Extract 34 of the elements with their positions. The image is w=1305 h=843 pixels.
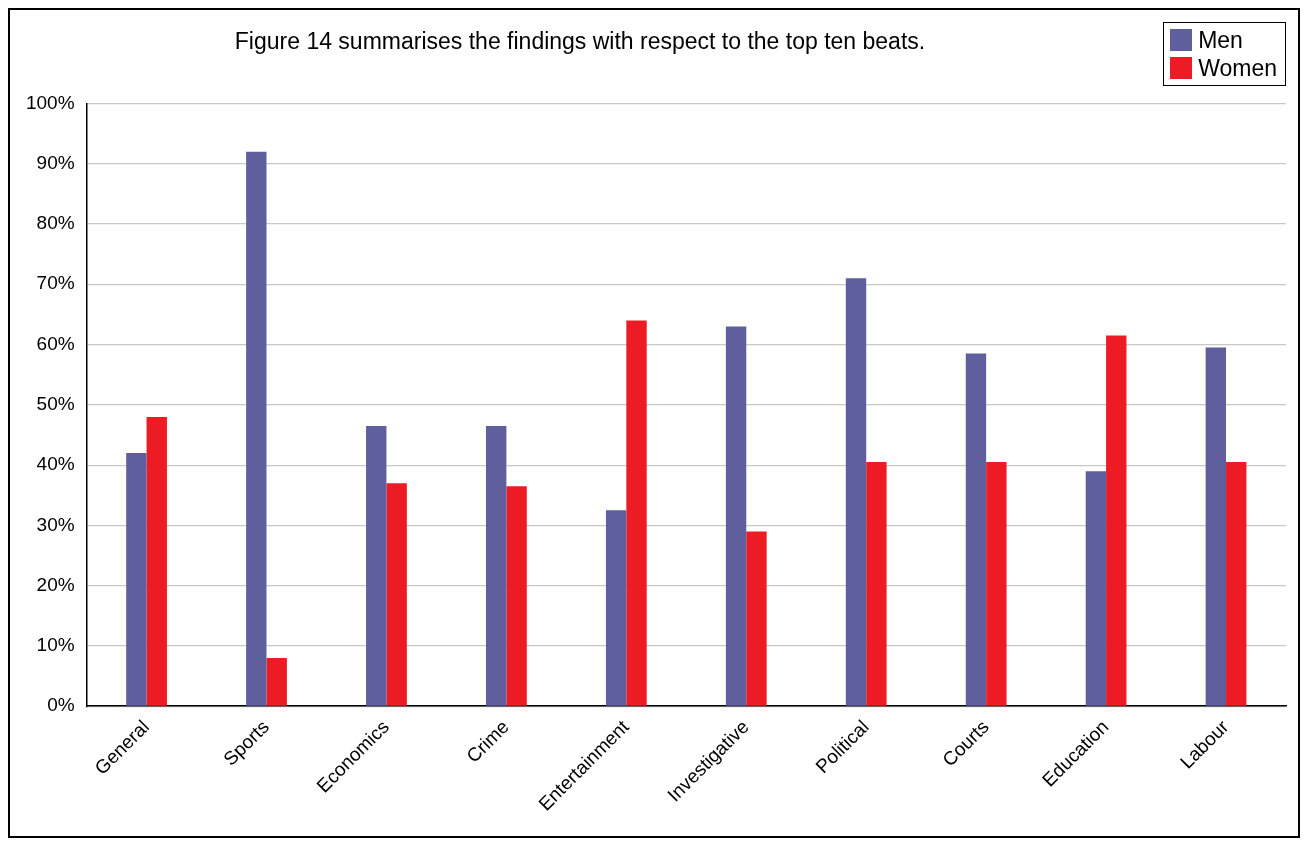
bar xyxy=(626,320,647,706)
bar xyxy=(126,453,147,706)
bar xyxy=(845,278,867,706)
chart-title: Figure 14 summarises the findings with respect to the top ten beats. xyxy=(233,28,927,55)
y-tick-label: 10% xyxy=(36,634,75,656)
bar xyxy=(1085,471,1107,706)
y-tick-label: 40% xyxy=(36,453,75,475)
bar xyxy=(506,486,527,706)
y-tick-label: 80% xyxy=(36,212,75,234)
y-tick-label: 90% xyxy=(36,151,75,173)
y-tick-label: 100% xyxy=(25,91,75,113)
y-tick-label: 60% xyxy=(36,332,75,354)
bar xyxy=(965,353,987,706)
y-tick-label: 20% xyxy=(36,573,75,595)
legend-label: Men xyxy=(1198,26,1243,54)
y-tick-label: 50% xyxy=(36,393,75,415)
bar xyxy=(725,326,747,706)
y-tick-label: 0% xyxy=(47,694,75,716)
y-tick-label: 30% xyxy=(36,513,75,535)
legend-label: Women xyxy=(1198,54,1277,82)
bar xyxy=(266,658,287,706)
bar xyxy=(986,462,1007,706)
bar xyxy=(486,425,507,706)
bar xyxy=(1106,335,1127,706)
y-tick-label: 70% xyxy=(36,272,75,294)
bar xyxy=(146,416,167,706)
bar xyxy=(246,151,267,706)
bar xyxy=(1205,347,1227,706)
bar xyxy=(746,531,767,706)
bar xyxy=(366,425,387,706)
bar xyxy=(866,462,887,706)
bar xyxy=(386,483,407,706)
bar xyxy=(605,510,627,706)
bar xyxy=(1226,462,1247,706)
